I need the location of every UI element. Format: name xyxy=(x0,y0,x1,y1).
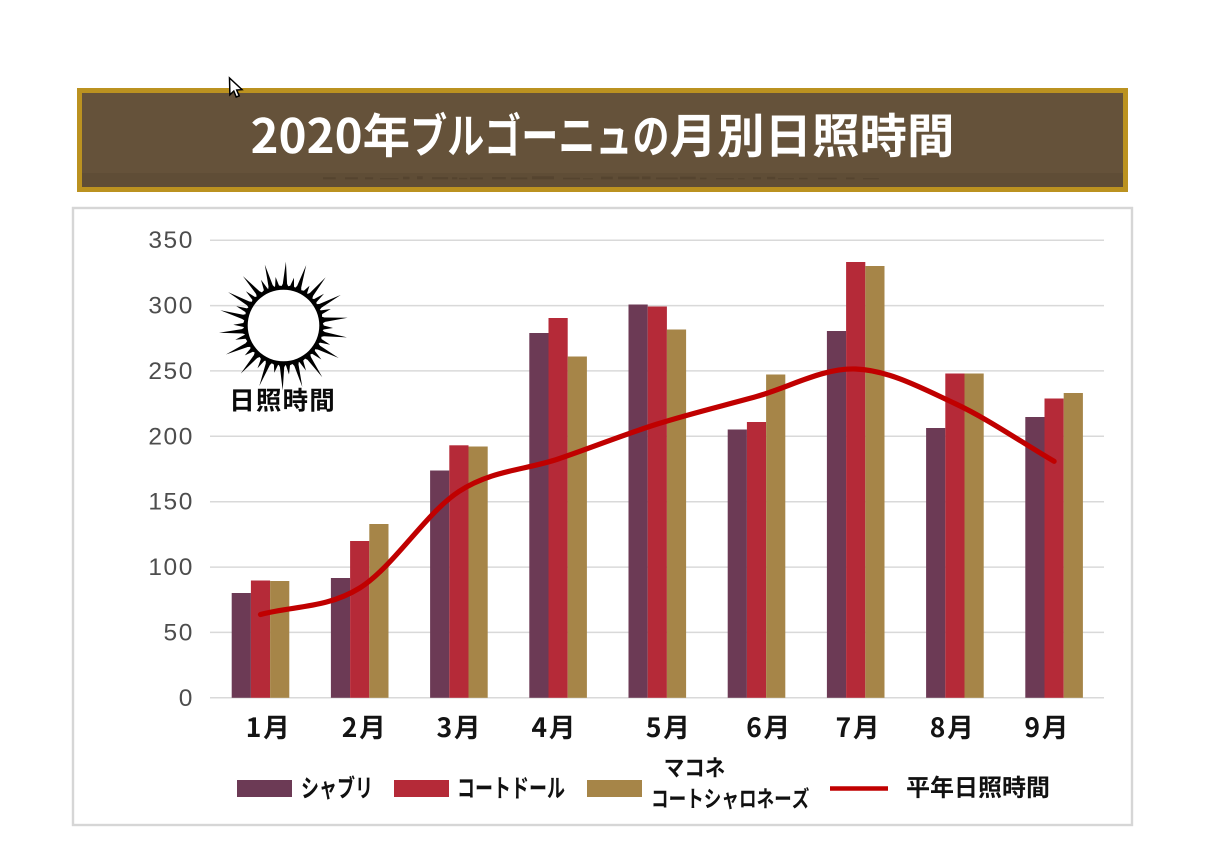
svg-text:200: 200 xyxy=(148,423,194,450)
svg-text:150: 150 xyxy=(148,489,194,516)
svg-text:300: 300 xyxy=(148,293,194,320)
svg-text:250: 250 xyxy=(148,358,194,385)
svg-text:350: 350 xyxy=(148,227,194,254)
svg-text:100: 100 xyxy=(148,554,194,581)
svg-text:50: 50 xyxy=(164,619,194,646)
svg-text:0: 0 xyxy=(179,685,194,712)
